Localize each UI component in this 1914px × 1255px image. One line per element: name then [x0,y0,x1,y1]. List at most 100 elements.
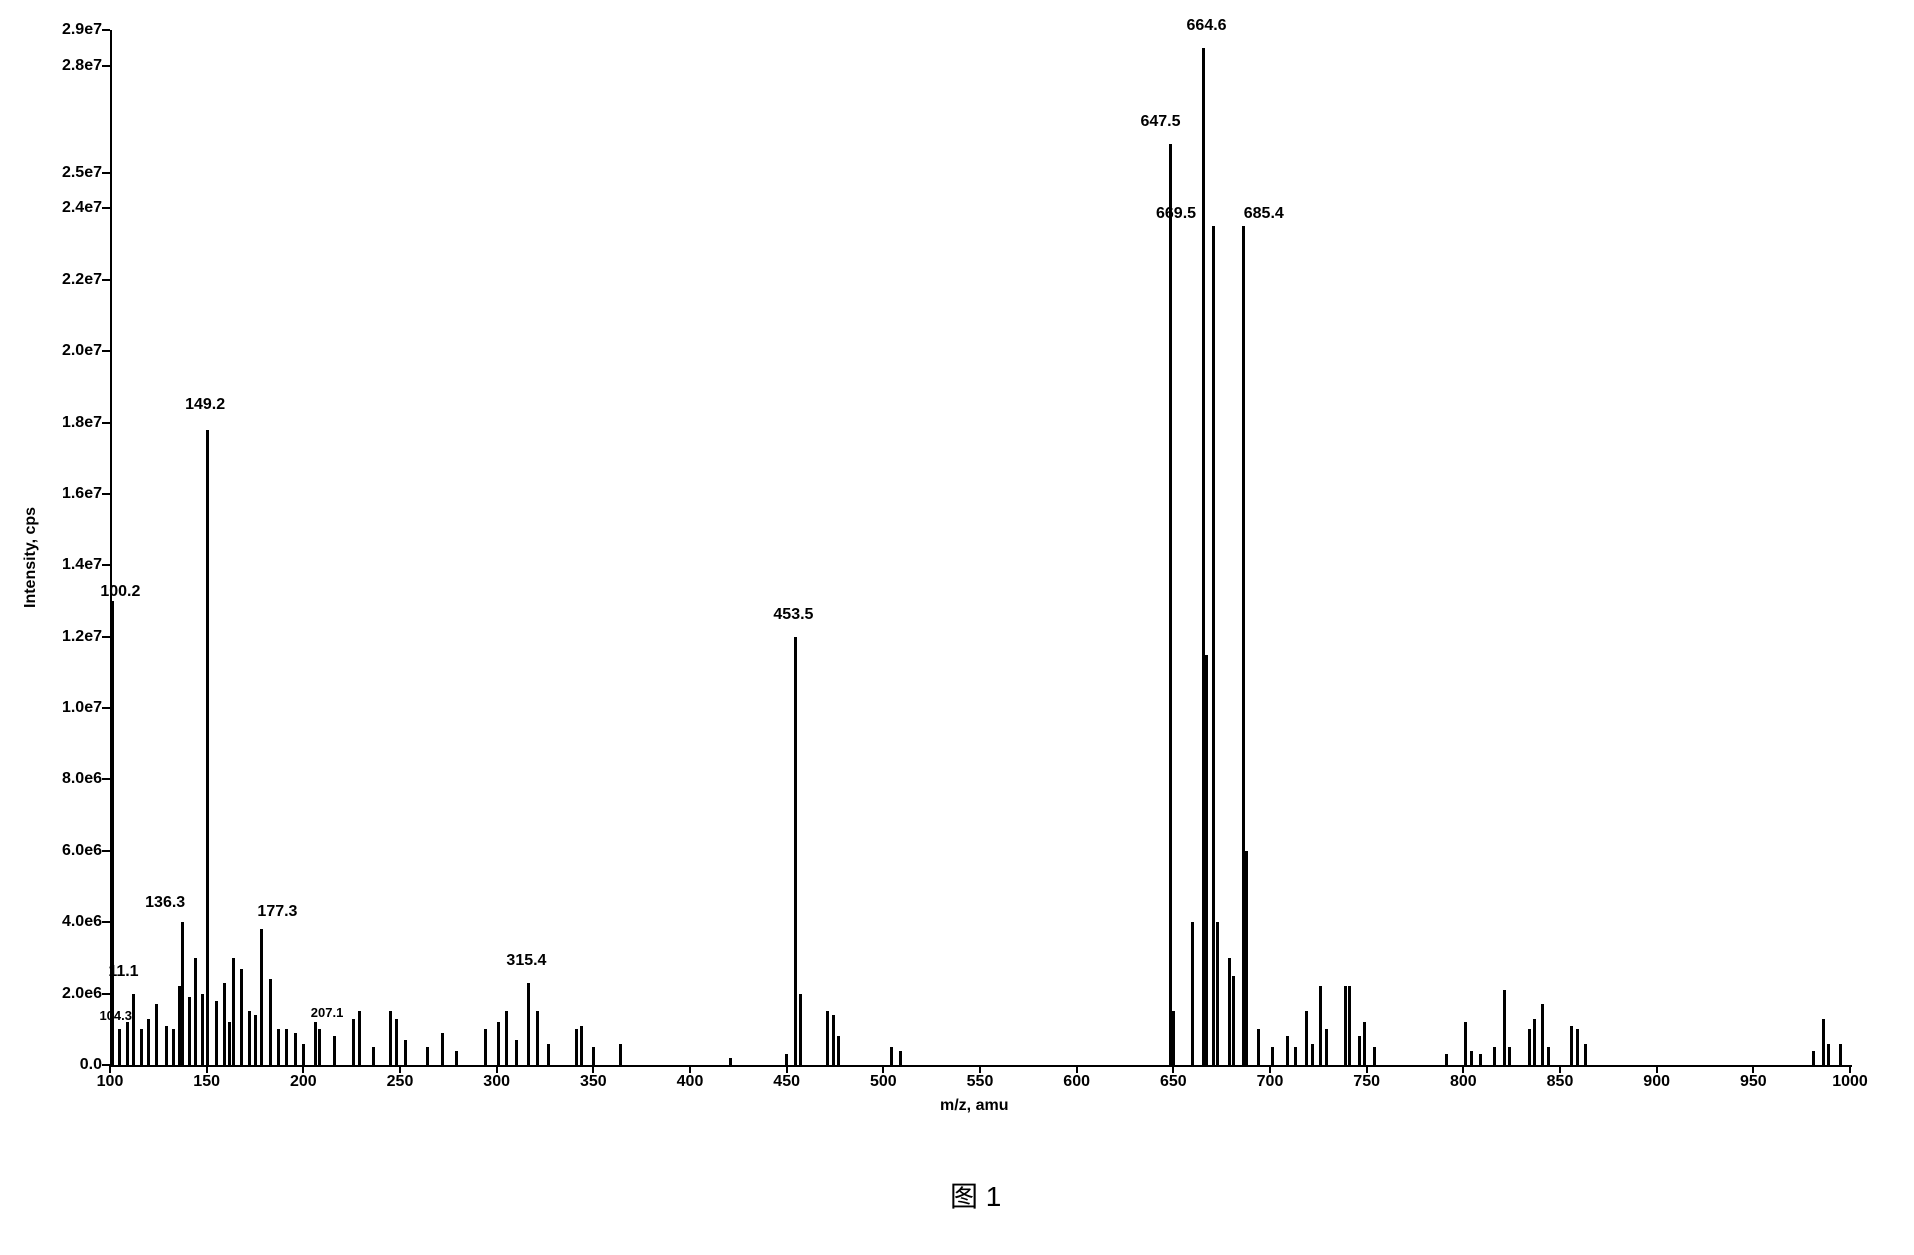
spectrum-peak [832,1015,835,1065]
spectrum-peak [1305,1011,1308,1065]
x-tick-label: 850 [1547,1073,1574,1091]
y-tick-mark [102,850,110,852]
spectrum-peak [1584,1044,1587,1065]
spectrum-peak [194,958,197,1065]
y-tick-mark [102,65,110,67]
x-tick-label: 700 [1257,1073,1284,1091]
spectrum-peak [1271,1047,1274,1065]
spectrum-peak [1827,1044,1830,1065]
spectrum-peak [785,1054,788,1065]
spectrum-peak [837,1036,840,1065]
peak-label: 207.1 [311,1005,344,1020]
spectrum-peak [395,1019,398,1065]
spectrum-peak [314,1022,317,1065]
x-tick-mark [302,1065,304,1073]
spectrum-peak [277,1029,280,1065]
x-tick-mark [1559,1065,1561,1073]
x-tick-label: 900 [1643,1073,1670,1091]
spectrum-peak [254,1015,257,1065]
spectrum-peak [515,1040,518,1065]
x-tick-mark [496,1065,498,1073]
spectrum-peak [111,601,114,1065]
spectrum-peak [1232,976,1235,1065]
spectrum-peak [1503,990,1506,1065]
spectrum-peak [1344,986,1347,1065]
spectrum-peak [1228,958,1231,1065]
x-tick-mark [1076,1065,1078,1073]
spectrum-peak [1172,1011,1175,1065]
spectrum-peak [1348,986,1351,1065]
spectrum-peak [1169,144,1172,1065]
y-tick-label: 0.0 [42,1056,102,1074]
x-tick-label: 1000 [1832,1073,1868,1091]
spectrum-peak [890,1047,893,1065]
spectrum-peak [826,1011,829,1065]
peak-label: 100.2 [100,583,140,601]
y-tick-label: 2.2e7 [42,271,102,289]
y-tick-label: 2.4e7 [42,199,102,217]
y-tick-label: 6.0e6 [42,842,102,860]
y-tick-mark [102,778,110,780]
spectrum-peak [302,1044,305,1065]
x-tick-label: 750 [1353,1073,1380,1091]
x-tick-label: 250 [387,1073,414,1091]
spectrum-peak [1216,922,1219,1065]
figure-caption: 图 1 [950,1175,1001,1215]
y-tick-label: 2.8e7 [42,57,102,75]
spectrum-peak [441,1033,444,1065]
spectrum-peak [318,1029,321,1065]
y-tick-mark [102,350,110,352]
spectrum-peak [260,929,263,1065]
peak-label: 177.3 [257,903,297,921]
spectrum-peak [505,1011,508,1065]
y-tick-mark [102,636,110,638]
x-tick-mark [1656,1065,1658,1073]
spectrum-peak [228,1022,231,1065]
y-tick-mark [102,172,110,174]
plot-area [110,30,1852,1067]
spectrum-peak [619,1044,622,1065]
y-tick-mark [102,493,110,495]
peak-label: 149.2 [185,396,225,414]
y-tick-mark [102,207,110,209]
y-tick-label: 2.0e6 [42,985,102,1003]
spectrum-peak [352,1019,355,1065]
spectrum-peak [201,994,204,1065]
x-tick-label: 650 [1160,1073,1187,1091]
mass-spectrum-chart: 0.02.0e64.0e66.0e68.0e61.0e71.2e71.4e71.… [0,0,1914,1255]
spectrum-peak [1541,1004,1544,1065]
x-tick-mark [109,1065,111,1073]
y-tick-label: 2.9e7 [42,21,102,39]
y-tick-label: 2.0e7 [42,342,102,360]
spectrum-peak [794,637,797,1065]
spectrum-peak [1533,1019,1536,1065]
spectrum-peak [899,1051,902,1065]
spectrum-peak [455,1051,458,1065]
y-tick-mark [102,707,110,709]
spectrum-peak [1470,1051,1473,1065]
spectrum-peak [1464,1022,1467,1065]
spectrum-peak [181,922,184,1065]
y-tick-label: 1.2e7 [42,628,102,646]
spectrum-peak [294,1033,297,1065]
spectrum-peak [1257,1029,1260,1065]
spectrum-peak [404,1040,407,1065]
x-tick-mark [882,1065,884,1073]
peak-label: 453.5 [773,606,813,624]
y-tick-label: 1.6e7 [42,485,102,503]
x-tick-label: 300 [483,1073,510,1091]
spectrum-peak [497,1022,500,1065]
spectrum-peak [389,1011,392,1065]
spectrum-peak [1294,1047,1297,1065]
peak-label: 669.5 [1156,205,1196,223]
spectrum-peak [1839,1044,1842,1065]
spectrum-peak [1576,1029,1579,1065]
x-tick-label: 150 [193,1073,220,1091]
x-tick-mark [979,1065,981,1073]
peak-label: 664.6 [1187,17,1227,35]
peak-label: 136.3 [145,894,185,912]
spectrum-peak [147,1019,150,1065]
x-tick-mark [1269,1065,1271,1073]
spectrum-peak [799,994,802,1065]
spectrum-peak [285,1029,288,1065]
